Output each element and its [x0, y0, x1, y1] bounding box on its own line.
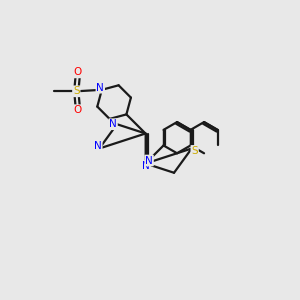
Text: S: S: [73, 86, 80, 96]
Text: N: N: [109, 119, 117, 129]
Text: N: N: [142, 161, 150, 171]
Text: S: S: [191, 146, 198, 156]
Text: N: N: [94, 141, 102, 152]
Text: N: N: [145, 155, 153, 166]
Text: O: O: [74, 105, 82, 115]
Text: O: O: [74, 68, 82, 77]
Text: N: N: [96, 83, 104, 93]
